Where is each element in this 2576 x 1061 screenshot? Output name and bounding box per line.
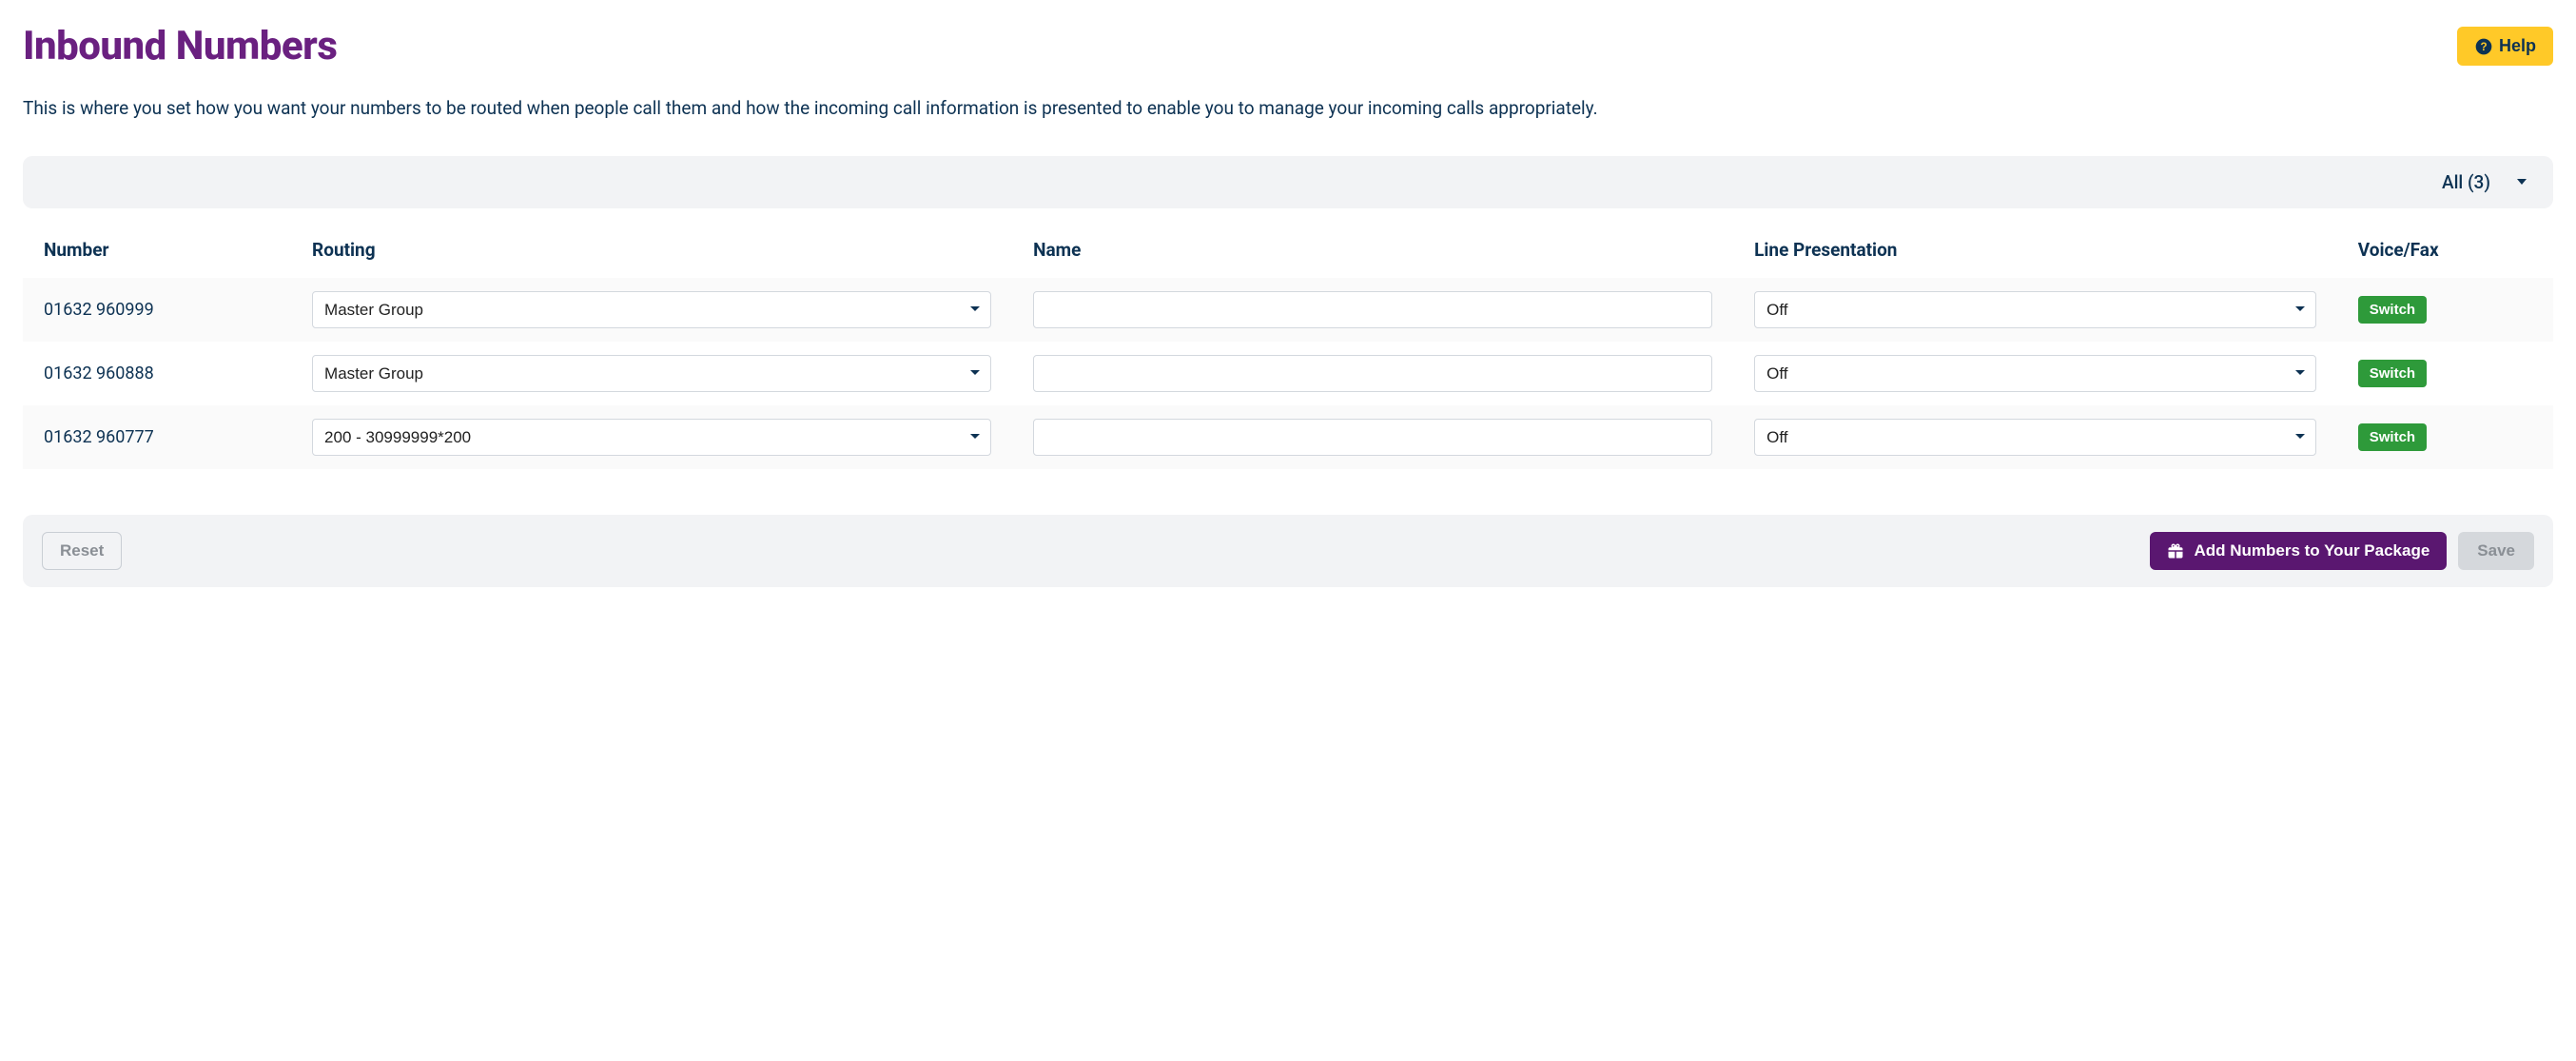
help-icon: ? [2474, 37, 2493, 56]
column-header-name: Name [1012, 229, 1733, 278]
save-button-label: Save [2477, 541, 2515, 560]
chevron-down-icon [2517, 179, 2527, 185]
column-header-voicefax: Voice/Fax [2337, 229, 2553, 278]
footer-right: Add Numbers to Your Package Save [2150, 532, 2534, 570]
table-row: 01632 960999 Master Group Off Switch [23, 278, 2553, 342]
routing-select[interactable]: Master Group [312, 291, 991, 328]
name-input[interactable] [1033, 419, 1712, 456]
help-button[interactable]: ? Help [2457, 27, 2553, 66]
table-row: 01632 960888 Master Group Off Switch [23, 342, 2553, 405]
footer-bar: Reset Add Numbers to Your Package Save [23, 515, 2553, 587]
page-title: Inbound Numbers [23, 23, 337, 69]
numbers-table: Number Routing Name Line Presentation Vo… [23, 229, 2553, 469]
number-cell: 01632 960999 [23, 278, 291, 342]
gift-icon [2167, 542, 2184, 560]
filter-dropdown-label: All (3) [2442, 171, 2490, 193]
name-input[interactable] [1033, 355, 1712, 392]
reset-button-label: Reset [60, 541, 104, 560]
line-presentation-select[interactable]: Off [1754, 291, 2316, 328]
save-button[interactable]: Save [2458, 532, 2534, 570]
reset-button[interactable]: Reset [42, 532, 122, 570]
number-cell: 01632 960777 [23, 405, 291, 469]
line-presentation-select[interactable]: Off [1754, 419, 2316, 456]
number-cell: 01632 960888 [23, 342, 291, 405]
line-presentation-select[interactable]: Off [1754, 355, 2316, 392]
add-numbers-button[interactable]: Add Numbers to Your Package [2150, 532, 2447, 570]
column-header-number: Number [23, 229, 291, 278]
page-description: This is where you set how you want your … [23, 96, 2553, 122]
switch-button[interactable]: Switch [2358, 296, 2427, 324]
header: Inbound Numbers ? Help [23, 23, 2553, 69]
routing-select[interactable]: Master Group [312, 355, 991, 392]
table-row: 01632 960777 200 - 30999999*200 Off Switch [23, 405, 2553, 469]
filter-dropdown[interactable]: All (3) [2442, 171, 2527, 193]
help-button-label: Help [2499, 36, 2536, 56]
name-input[interactable] [1033, 291, 1712, 328]
column-header-line: Line Presentation [1733, 229, 2337, 278]
add-numbers-button-label: Add Numbers to Your Package [2194, 541, 2430, 560]
svg-text:?: ? [2480, 41, 2487, 53]
column-header-routing: Routing [291, 229, 1012, 278]
routing-select[interactable]: 200 - 30999999*200 [312, 419, 991, 456]
switch-button[interactable]: Switch [2358, 360, 2427, 387]
filter-bar: All (3) [23, 156, 2553, 208]
switch-button[interactable]: Switch [2358, 423, 2427, 451]
